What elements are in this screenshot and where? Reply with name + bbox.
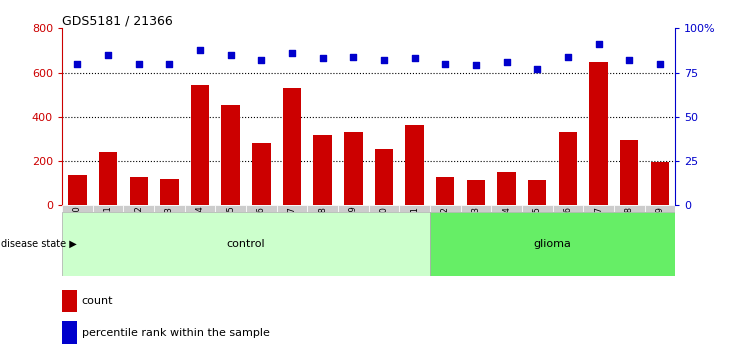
Bar <box>277 205 307 212</box>
Bar <box>185 205 215 212</box>
Point <box>439 61 451 67</box>
Text: GSM769931: GSM769931 <box>410 206 419 257</box>
Text: GSM769934: GSM769934 <box>502 206 511 257</box>
Text: GSM769923: GSM769923 <box>165 206 174 257</box>
Point <box>72 61 83 67</box>
Text: GSM769936: GSM769936 <box>564 206 572 257</box>
Bar <box>650 162 669 205</box>
Bar <box>93 205 123 212</box>
Point <box>317 56 328 61</box>
Text: GSM769938: GSM769938 <box>625 206 634 257</box>
Point <box>225 52 237 58</box>
Bar <box>645 205 675 212</box>
Bar <box>369 205 399 212</box>
Bar <box>62 205 93 212</box>
Bar <box>497 172 516 205</box>
Point <box>654 61 666 67</box>
Point <box>194 47 206 52</box>
Text: GSM769924: GSM769924 <box>196 206 204 256</box>
Point <box>501 59 512 65</box>
Bar <box>466 180 485 205</box>
Text: percentile rank within the sample: percentile rank within the sample <box>82 328 269 338</box>
Text: GSM769920: GSM769920 <box>73 206 82 256</box>
Text: GSM769925: GSM769925 <box>226 206 235 256</box>
Text: GSM769937: GSM769937 <box>594 206 603 257</box>
Bar <box>553 205 583 212</box>
Text: control: control <box>227 239 265 249</box>
Bar <box>160 179 179 205</box>
Text: GSM769933: GSM769933 <box>472 206 480 257</box>
Bar <box>338 205 369 212</box>
Text: GDS5181 / 21366: GDS5181 / 21366 <box>62 14 173 27</box>
Bar <box>374 149 393 205</box>
Point <box>286 50 298 56</box>
Point <box>409 56 420 61</box>
Bar <box>154 205 185 212</box>
Point <box>531 66 543 72</box>
Bar <box>430 212 675 276</box>
Point <box>164 61 175 67</box>
Bar <box>614 205 645 212</box>
Text: GSM769930: GSM769930 <box>380 206 388 257</box>
Bar <box>430 205 461 212</box>
Bar <box>436 177 455 205</box>
Bar <box>399 205 430 212</box>
Point <box>470 63 482 68</box>
Bar <box>221 105 240 205</box>
Point <box>593 41 604 47</box>
Bar <box>491 205 522 212</box>
Point <box>378 57 390 63</box>
Text: GSM769939: GSM769939 <box>656 206 664 257</box>
Bar <box>252 143 271 205</box>
Point <box>102 52 114 58</box>
Bar <box>68 176 87 205</box>
Bar <box>123 205 154 212</box>
Bar <box>589 62 608 205</box>
Bar <box>191 85 210 205</box>
Text: count: count <box>82 296 113 306</box>
Bar <box>62 321 77 344</box>
Bar <box>215 205 246 212</box>
Point <box>255 57 267 63</box>
Bar <box>129 177 148 205</box>
Bar <box>62 290 77 312</box>
Bar <box>62 212 430 276</box>
Text: GSM769921: GSM769921 <box>104 206 112 256</box>
Bar <box>405 125 424 205</box>
Text: GSM769926: GSM769926 <box>257 206 266 257</box>
Text: disease state ▶: disease state ▶ <box>1 239 77 249</box>
Bar <box>283 88 301 205</box>
Text: glioma: glioma <box>534 239 572 249</box>
Bar <box>558 132 577 205</box>
Bar <box>307 205 338 212</box>
Bar <box>246 205 277 212</box>
Point <box>133 61 145 67</box>
Text: GSM769932: GSM769932 <box>441 206 450 257</box>
Text: GSM769929: GSM769929 <box>349 206 358 256</box>
Point <box>623 57 635 63</box>
Bar <box>620 140 639 205</box>
Bar <box>522 205 553 212</box>
Point <box>562 54 574 59</box>
Bar <box>99 152 118 205</box>
Text: GSM769922: GSM769922 <box>134 206 143 256</box>
Text: GSM769928: GSM769928 <box>318 206 327 257</box>
Bar <box>583 205 614 212</box>
Text: GSM769935: GSM769935 <box>533 206 542 257</box>
Bar <box>344 132 363 205</box>
Bar <box>461 205 491 212</box>
Point <box>347 54 359 59</box>
Bar <box>313 135 332 205</box>
Bar <box>528 180 547 205</box>
Text: GSM769927: GSM769927 <box>288 206 296 257</box>
